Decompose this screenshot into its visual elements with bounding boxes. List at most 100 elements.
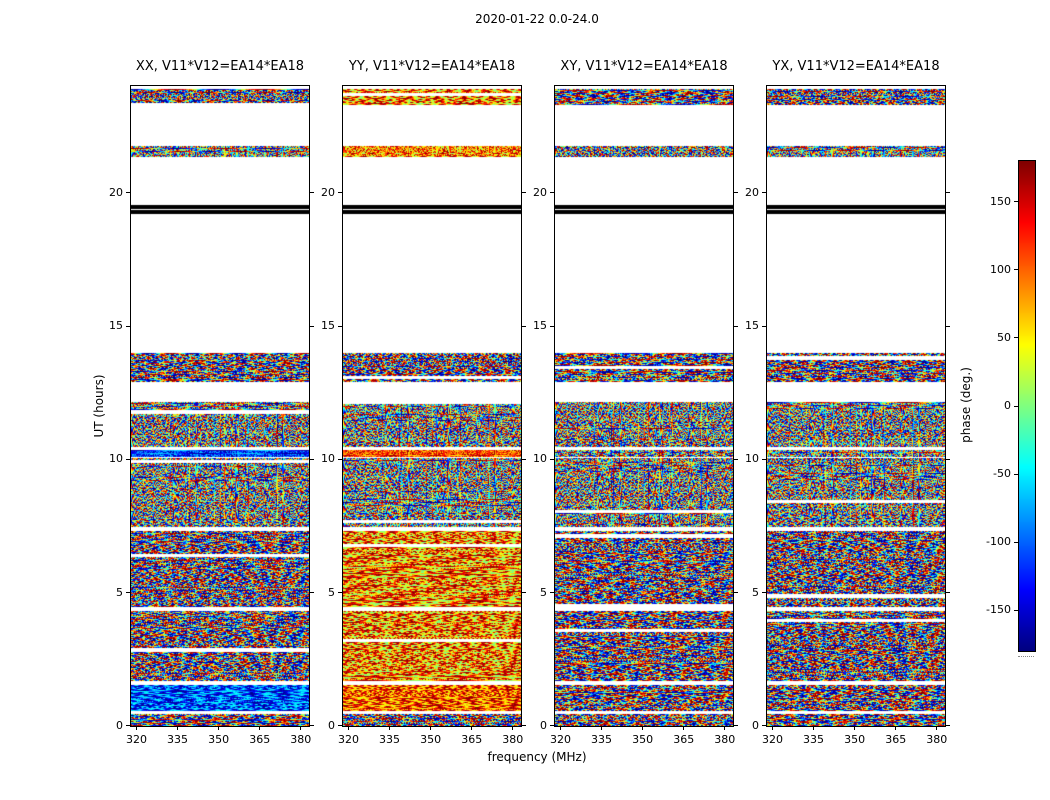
- y-tick-label: 10: [321, 452, 335, 466]
- y-tick-label: 20: [745, 185, 759, 199]
- y-tick-label: 10: [533, 452, 547, 466]
- y-tick: [762, 458, 766, 460]
- x-tick-label: 365: [885, 733, 907, 746]
- plot-area-YY: 320 335 350 365 380 0 5 10 15 20: [321, 85, 526, 746]
- colorbar-tick: [1014, 201, 1018, 203]
- x-tick: [389, 726, 391, 730]
- colorbar-tick: [1014, 337, 1018, 339]
- y-tick: [762, 325, 766, 327]
- colorbar-tick-label: 150: [990, 194, 1011, 208]
- x-tick-label: 320: [549, 733, 571, 746]
- subplot-XX: XX, V11*V12=EA14*EA18 320 335 350 365 380 0 5 1…: [109, 59, 314, 746]
- x-tick: [471, 726, 473, 730]
- y-tick-label: 0: [540, 719, 547, 732]
- y-tick: [126, 592, 130, 594]
- y-tick: [338, 724, 342, 726]
- y-tick-right: [946, 724, 950, 726]
- y-tick: [762, 192, 766, 194]
- y-tick-label: 5: [328, 585, 335, 599]
- x-tick: [771, 726, 773, 730]
- y-tick-right: [946, 458, 950, 460]
- y-tick-right: [734, 458, 738, 460]
- plot-area-XX: 320 335 350 365 380 0 5 10 15 20: [109, 85, 314, 746]
- colorbar-tick: [1014, 609, 1018, 611]
- colorbar-tick-label: 50: [997, 330, 1011, 344]
- colorbar-tick: [1014, 405, 1018, 407]
- x-tick: [559, 726, 561, 730]
- colorbar-tick-label: -100: [986, 535, 1011, 549]
- x-tick: [135, 726, 137, 730]
- colorbar-label: phase (deg.): [959, 367, 973, 443]
- y-tick-label: 10: [109, 452, 123, 466]
- y-tick-right: [522, 325, 526, 327]
- y-tick: [126, 325, 130, 327]
- y-tick-label: 15: [745, 319, 759, 332]
- y-tick-right: [522, 724, 526, 726]
- y-tick-right: [522, 192, 526, 194]
- x-tick: [895, 726, 897, 730]
- y-tick-label: 15: [533, 319, 547, 332]
- y-tick-right: [310, 724, 314, 726]
- x-tick-label: 335: [379, 733, 401, 746]
- y-tick-right: [522, 592, 526, 594]
- plot-area-YX: 320 335 350 365 380 0 5 10 15 20: [745, 85, 950, 746]
- y-tick-label: 20: [321, 185, 335, 199]
- y-tick: [550, 724, 554, 726]
- y-tick-label: 10: [745, 452, 759, 466]
- y-tick: [762, 592, 766, 594]
- y-tick-label: 0: [116, 719, 123, 732]
- y-tick-right: [734, 192, 738, 194]
- y-tick: [550, 325, 554, 327]
- y-tick: [126, 192, 130, 194]
- y-tick-right: [522, 458, 526, 460]
- figure-title: 2020-01-22 0.0-24.0: [475, 12, 599, 26]
- colorbar-canvas: [1019, 161, 1035, 651]
- y-tick-label: 15: [109, 319, 123, 332]
- x-tick-label: 350: [420, 733, 442, 746]
- y-tick: [338, 192, 342, 194]
- y-tick-label: 0: [752, 719, 759, 732]
- y-tick: [550, 192, 554, 194]
- heatmap-canvas-XY: [555, 86, 733, 726]
- y-tick-right: [310, 192, 314, 194]
- x-tick: [642, 726, 644, 730]
- x-tick-label: 380: [502, 733, 524, 746]
- x-tick-label: 350: [208, 733, 230, 746]
- subplot-YX: YX, V11*V12=EA14*EA18 320 335 350 365 380 0 5 1…: [745, 59, 950, 746]
- x-tick: [512, 726, 514, 730]
- x-tick: [854, 726, 856, 730]
- colorbar-tick: [1014, 269, 1018, 271]
- x-tick: [813, 726, 815, 730]
- subplot-XY: XY, V11*V12=EA14*EA18 320 335 350 365 380 0 5 1…: [533, 59, 738, 746]
- x-tick-label: 335: [803, 733, 825, 746]
- x-tick-label: 380: [714, 733, 736, 746]
- subplot-title-YY: YY, V11*V12=EA14*EA18: [348, 59, 516, 74]
- subplot-title-XX: XX, V11*V12=EA14*EA18: [135, 59, 305, 74]
- y-tick-label: 20: [533, 185, 547, 199]
- y-tick-right: [734, 724, 738, 726]
- x-tick: [601, 726, 603, 730]
- x-tick: [218, 726, 220, 730]
- x-axis-label: frequency (MHz): [487, 750, 587, 764]
- colorbar-tick-label: 0: [1004, 399, 1011, 412]
- y-tick-label: 15: [321, 319, 335, 332]
- y-axis-label: UT (hours): [92, 374, 106, 438]
- y-tick-right: [310, 592, 314, 594]
- x-tick-label: 365: [249, 733, 271, 746]
- x-tick-label: 380: [290, 733, 312, 746]
- colorbar: 150 100 50 0 -50 -100 -150: [986, 160, 1036, 652]
- x-tick-label: 365: [673, 733, 695, 746]
- colorbar-tick: [1014, 541, 1018, 543]
- y-tick: [338, 592, 342, 594]
- x-tick-label: 335: [591, 733, 613, 746]
- y-tick-right: [946, 192, 950, 194]
- y-tick: [338, 458, 342, 460]
- y-tick-right: [946, 592, 950, 594]
- x-tick-label: 320: [337, 733, 359, 746]
- y-tick: [338, 325, 342, 327]
- colorbar-tick-label: 100: [990, 262, 1011, 276]
- plot-area-XY: 320 335 350 365 380 0 5 10 15 20: [533, 85, 738, 746]
- x-tick: [430, 726, 432, 730]
- heatmap-canvas-YX: [767, 86, 945, 726]
- x-tick-label: 320: [761, 733, 783, 746]
